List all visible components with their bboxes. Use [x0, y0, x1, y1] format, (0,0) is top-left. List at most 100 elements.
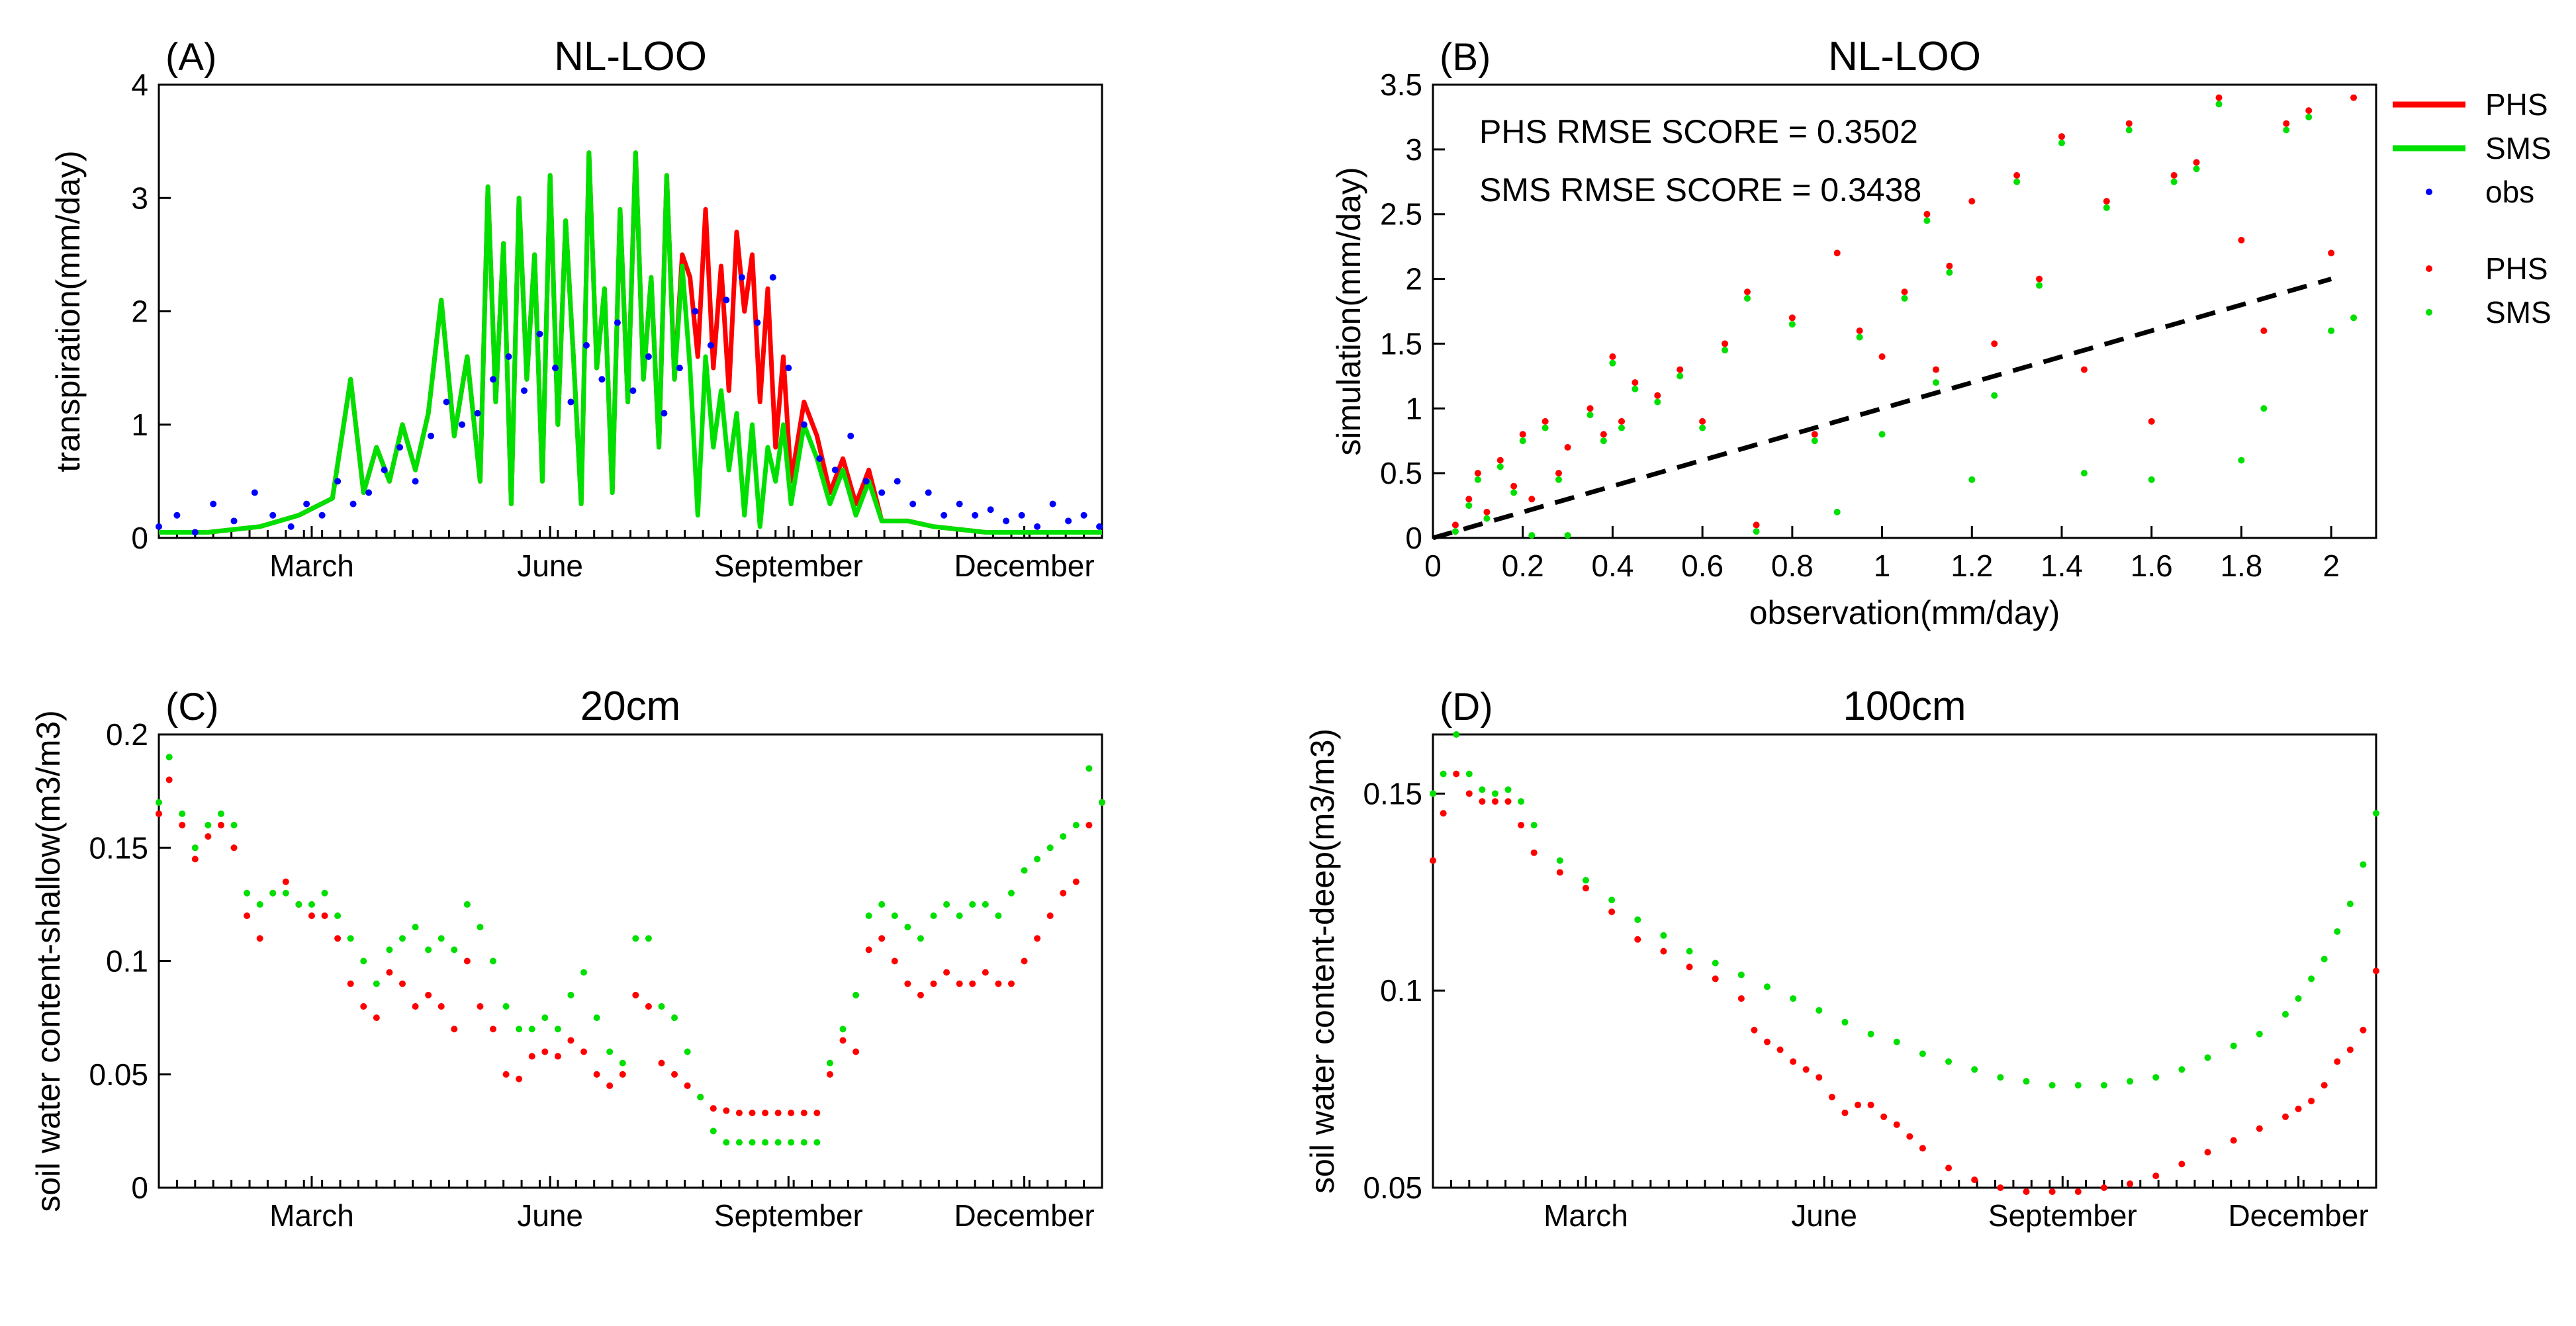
data-point-phs — [1465, 790, 1473, 797]
data-point-sms — [1491, 790, 1498, 797]
data-point-sms — [969, 901, 976, 908]
data-point-phs — [567, 1037, 575, 1044]
data-point-phs — [1855, 1101, 1862, 1108]
data-point-phs — [1518, 822, 1525, 828]
data-point-obs — [676, 365, 683, 372]
data-point-sms — [1541, 424, 1549, 431]
data-point-obs — [738, 274, 745, 281]
data-point-phs — [1496, 457, 1504, 464]
panel-d-deep-soil-water: March June September December 0.05 0.1 0.15 100… — [1304, 684, 2379, 1233]
data-point-obs — [303, 500, 310, 508]
data-point-sms — [762, 1139, 769, 1146]
data-point-sms — [1528, 532, 1536, 539]
data-point-phs — [1722, 340, 1729, 347]
data-point-sms — [697, 1094, 704, 1100]
data-point-obs — [269, 511, 277, 519]
data-point-phs — [1901, 288, 1908, 296]
data-point-phs — [749, 1109, 756, 1116]
data-point-obs — [520, 387, 528, 394]
data-point-phs — [179, 822, 186, 828]
data-point-sms — [1878, 431, 1886, 438]
data-point-sms — [1816, 1006, 1823, 1014]
data-point-phs — [930, 980, 937, 987]
data-point-sms — [256, 901, 263, 908]
data-point-sms — [477, 924, 484, 931]
data-point-sms — [891, 912, 898, 919]
data-point-phs — [2204, 1149, 2211, 1156]
data-point-sms — [1465, 502, 1473, 509]
data-point-phs — [1440, 810, 1447, 817]
legend-swatch-phs — [2426, 265, 2432, 272]
data-point-phs — [645, 1003, 652, 1010]
data-point-obs — [349, 500, 357, 508]
data-point-sms — [1753, 528, 1760, 535]
data-point-sms — [1046, 844, 1054, 852]
legend-label: PHS — [2485, 251, 2548, 286]
data-point-phs — [2256, 1125, 2263, 1132]
data-point-phs — [1528, 496, 1536, 503]
data-point-phs — [723, 1107, 730, 1114]
data-point-phs — [1474, 470, 1481, 477]
data-point-sms — [1099, 799, 1105, 806]
data-point-sms — [1618, 424, 1625, 431]
data-point-sms — [2074, 1082, 2082, 1089]
y-tick-label: 2 — [131, 294, 148, 329]
data-point-sms — [1677, 373, 1684, 380]
data-point-sms — [671, 1014, 678, 1022]
data-point-phs — [554, 1053, 561, 1060]
data-point-sms — [2080, 470, 2088, 477]
data-point-sms — [1901, 294, 1908, 302]
y-tick-label: 1 — [1405, 391, 1422, 425]
data-point-sms — [632, 935, 639, 942]
data-point-sms — [2230, 1042, 2237, 1049]
data-point-phs — [956, 980, 963, 987]
data-point-sms — [1811, 437, 1818, 445]
data-point-phs — [1699, 418, 1706, 425]
data-point-obs — [723, 296, 730, 304]
chart-title: NL-LOO — [554, 34, 707, 79]
data-point-sms — [360, 957, 367, 965]
data-point-obs — [1034, 523, 1041, 530]
data-point-obs — [1096, 523, 1103, 530]
data-point-phs — [1991, 340, 1998, 347]
data-point-phs — [1483, 508, 1491, 515]
data-point-sms — [244, 889, 251, 897]
data-point-sms — [205, 822, 212, 828]
x-tick-label: March — [1543, 1198, 1628, 1233]
data-point-phs — [1880, 1113, 1888, 1120]
data-point-phs — [502, 1071, 510, 1078]
data-point-sms — [2260, 405, 2268, 412]
data-point-phs — [1608, 908, 1616, 916]
y-axis-label: transpiration(mm/day) — [50, 150, 87, 472]
data-point-sms — [1600, 437, 1607, 445]
panel-c-shallow-soil-water: March June September December 0 0.05 0.1 0.15 0.… — [30, 684, 1105, 1233]
data-point-phs — [917, 991, 924, 998]
data-point-phs — [1968, 198, 1976, 205]
data-point-obs — [831, 466, 839, 474]
y-tick-label: 0.05 — [89, 1057, 148, 1092]
data-point-phs — [2013, 172, 2021, 179]
data-point-sms — [437, 935, 445, 942]
data-point-phs — [386, 969, 393, 976]
x-tick-label: March — [269, 1198, 354, 1233]
data-point-sms — [230, 822, 238, 828]
data-point-phs — [1465, 496, 1473, 503]
data-point-sms — [2193, 165, 2200, 173]
data-point-phs — [865, 946, 872, 953]
data-point-obs — [191, 529, 199, 536]
data-point-sms — [735, 1139, 743, 1146]
data-point-sms — [2334, 928, 2341, 935]
data-point-sms — [1555, 476, 1562, 483]
data-point-phs — [156, 810, 162, 817]
data-point-sms — [1085, 765, 1093, 772]
data-point-sms — [1933, 379, 1939, 386]
data-point-phs — [1046, 912, 1054, 919]
data-point-sms — [1968, 476, 1976, 483]
data-point-sms — [1867, 1030, 1874, 1038]
data-point-phs — [852, 1048, 860, 1055]
data-point-obs — [1065, 517, 1072, 525]
data-point-sms — [1564, 532, 1571, 539]
data-point-phs — [671, 1071, 678, 1078]
data-point-phs — [2305, 107, 2313, 114]
